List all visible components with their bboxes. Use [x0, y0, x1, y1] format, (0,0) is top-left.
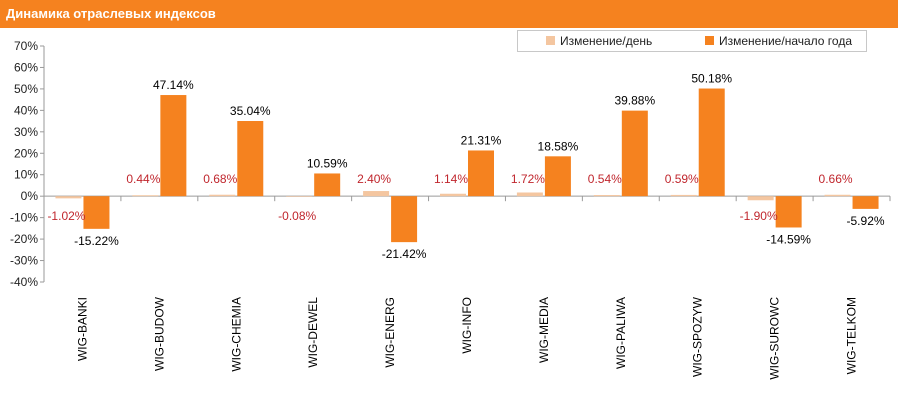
y-tick-label: 20%	[14, 146, 38, 160]
y-tick-label: -40%	[10, 275, 38, 289]
y-tick-label: 0%	[21, 189, 39, 203]
chart-title-bar: Динамика отраслевых индексов	[0, 0, 898, 28]
data-label-ytd: 18.58%	[538, 139, 579, 153]
data-label-ytd: -5.92%	[847, 214, 885, 228]
category-label: WIG-SUROWC	[768, 297, 782, 380]
data-label-daily: 0.68%	[203, 172, 237, 186]
bar-ytd	[314, 173, 341, 197]
data-label-ytd: 10.59%	[307, 156, 348, 170]
data-label-ytd: 39.88%	[614, 94, 655, 108]
bar-ytd	[237, 121, 264, 197]
y-tick-label: 50%	[14, 82, 38, 96]
data-label-ytd: 21.31%	[461, 133, 502, 147]
bar-ytd	[852, 196, 879, 209]
bar-daily	[670, 194, 697, 197]
legend-label-ytd: Изменение/начало года	[719, 34, 852, 48]
category-label: WIG-PALIWA	[614, 297, 628, 369]
y-tick-label: -30%	[10, 254, 38, 268]
data-label-daily: -1.02%	[47, 209, 85, 223]
bar-daily	[209, 194, 236, 197]
bar-ytd	[391, 196, 418, 243]
bar-ytd	[544, 156, 571, 197]
data-label-daily: 0.44%	[126, 172, 160, 186]
category-label: WIG-CHEMIA	[229, 297, 243, 372]
legend-item-daily: Изменение/день	[546, 34, 652, 48]
category-label: WIG-INFO	[460, 297, 474, 354]
y-tick-label: 70%	[14, 39, 38, 53]
bar-daily	[747, 196, 774, 201]
bar-daily	[593, 195, 620, 197]
chart-legend: Изменение/день Изменение/начало года	[517, 30, 867, 52]
data-label-ytd: 50.18%	[691, 72, 732, 86]
y-tick-label: -20%	[10, 232, 38, 246]
category-label: WIG-ENERG	[383, 297, 397, 368]
data-label-daily: 0.66%	[819, 172, 853, 186]
bar-daily	[824, 194, 851, 197]
data-label-daily: 2.40%	[357, 172, 391, 186]
bar-daily	[440, 193, 466, 197]
legend-swatch-daily	[546, 36, 555, 45]
chart-title: Динамика отраслевых индексов	[6, 6, 216, 21]
bar-daily	[286, 196, 313, 197]
bar-ytd	[621, 110, 648, 197]
legend-item-ytd: Изменение/начало года	[705, 34, 852, 48]
y-tick-label: -10%	[10, 211, 38, 225]
bar-ytd	[698, 88, 725, 197]
bar-ytd	[160, 95, 187, 197]
data-label-daily: 1.14%	[434, 172, 468, 186]
category-label: WIG-BANKI	[75, 297, 89, 361]
bar-ytd	[468, 150, 494, 197]
data-label-ytd: -21.42%	[382, 247, 427, 261]
bar-ytd	[83, 196, 110, 229]
bar-daily	[132, 195, 159, 197]
bar-daily	[516, 192, 543, 197]
bar-ytd	[775, 196, 802, 228]
bar-daily	[363, 191, 390, 197]
data-label-ytd: 35.04%	[230, 104, 271, 118]
bar-daily	[55, 196, 82, 199]
category-label: WIG-SPOZYW	[691, 296, 705, 377]
y-tick-label: 30%	[14, 125, 38, 139]
category-label: WIG-BUDOW	[152, 296, 166, 371]
data-label-daily: 0.54%	[588, 172, 622, 186]
data-label-ytd: 47.14%	[153, 78, 194, 92]
category-label: WIG-MEDIA	[537, 297, 551, 363]
data-label-daily: 0.59%	[665, 172, 699, 186]
legend-label-daily: Изменение/день	[560, 34, 653, 48]
data-label-daily: -0.08%	[278, 209, 316, 223]
data-label-ytd: -15.22%	[74, 234, 119, 248]
data-label-daily: -1.90%	[740, 209, 778, 223]
y-tick-label: 60%	[14, 60, 38, 74]
category-label: WIG-TELKOM	[845, 297, 859, 374]
data-label-daily: 1.72%	[511, 172, 545, 186]
y-tick-label: 40%	[14, 103, 38, 117]
data-label-ytd: -14.59%	[766, 232, 811, 246]
category-label: WIG-DEWEL	[306, 297, 320, 368]
y-tick-label: 10%	[14, 168, 38, 182]
legend-swatch-ytd	[705, 36, 714, 45]
